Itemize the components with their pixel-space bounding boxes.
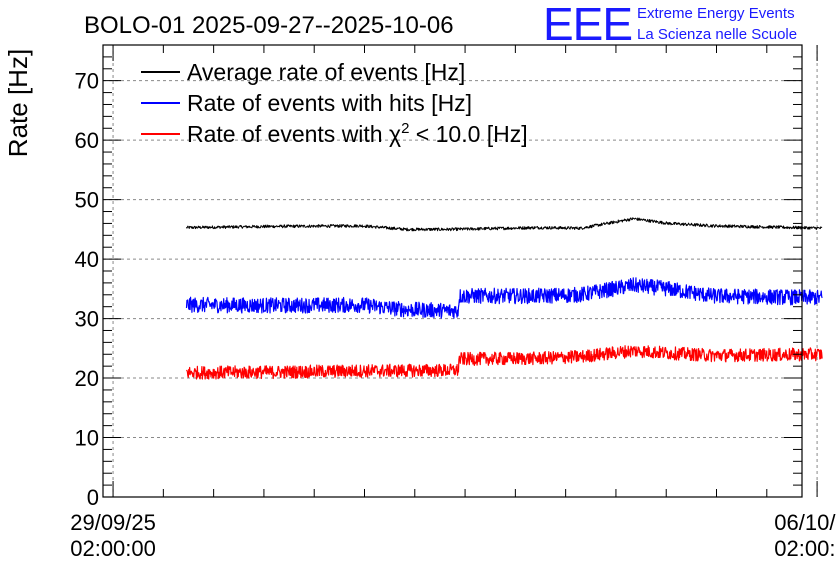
logo-line-2: La Scienza nelle Scuole xyxy=(637,26,797,43)
y-axis-label: Rate [Hz] xyxy=(3,49,33,157)
legend-label-3: Rate of events with χ2 < 10.0 [Hz] xyxy=(187,120,528,147)
y-tick-label: 50 xyxy=(75,188,99,213)
axes-group: 01020304050607029/09/2502:00:0006/10/250… xyxy=(70,44,836,561)
series-line-2 xyxy=(185,277,823,319)
y-tick-label: 0 xyxy=(87,485,99,510)
x-tick-label-time: 02:00:00 xyxy=(774,536,836,561)
y-tick-label: 70 xyxy=(75,69,99,94)
x-tick-label-time: 02:00:00 xyxy=(70,536,156,561)
y-tick-label: 10 xyxy=(75,426,99,451)
series-group xyxy=(185,217,823,380)
y-tick-label: 40 xyxy=(75,247,99,272)
eee-logo: EEE Extreme Energy Events La Scienza nel… xyxy=(543,0,797,50)
legend-label-rest: < 10.0 [Hz] xyxy=(409,121,527,147)
x-tick-label-date: 29/09/25 xyxy=(70,510,156,535)
y-tick-label: 20 xyxy=(75,366,99,391)
chart-title: BOLO-01 2025-09-27--2025-10-06 xyxy=(84,12,454,39)
logo-mark: EEE xyxy=(543,0,632,50)
series-line-1 xyxy=(186,217,823,232)
y-tick-label: 60 xyxy=(75,128,99,153)
legend: Average rate of events [Hz] Rate of event… xyxy=(141,59,528,147)
series-line-3 xyxy=(186,345,823,380)
logo-line-1: Extreme Energy Events xyxy=(637,5,795,22)
legend-label-2: Rate of events with hits [Hz] xyxy=(187,90,472,116)
x-tick-label-date: 06/10/25 xyxy=(774,510,836,535)
y-tick-label: 30 xyxy=(75,307,99,332)
legend-superscript: 2 xyxy=(401,120,409,137)
legend-label-1: Average rate of events [Hz] xyxy=(187,59,465,85)
